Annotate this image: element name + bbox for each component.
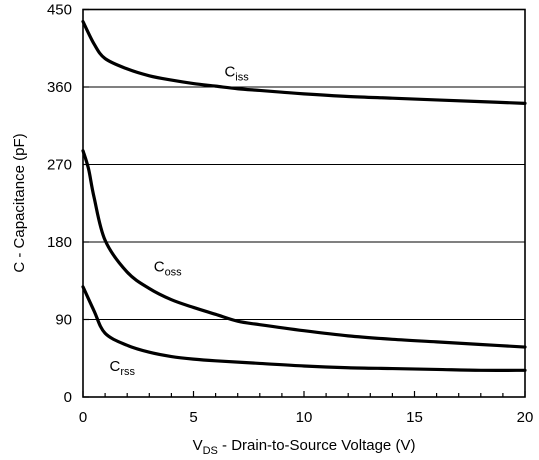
y-tick-label: 180 — [47, 234, 72, 251]
x-tick-label: 10 — [296, 409, 313, 426]
y-tick-label: 270 — [47, 157, 72, 174]
tick-marks — [82, 8, 526, 398]
series-label-ciss: Ciss — [224, 64, 249, 84]
x-axis-title: VDS - Drain-to-Source Voltage (V) — [193, 437, 416, 457]
plot-frame — [82, 8, 526, 398]
x-axis-title-sub: DS — [203, 445, 218, 457]
x-tick-label: 5 — [189, 409, 197, 426]
y-tick-label: 0 — [64, 389, 72, 406]
x-tick-label: 0 — [79, 409, 87, 426]
series-line-crss — [81, 285, 527, 372]
x-tick-label: 20 — [517, 409, 534, 426]
series-layer — [81, 19, 527, 372]
tick-labels: 0 90 180 270 360 450 0 5 10 15 20 — [47, 2, 533, 427]
series-labels: Ciss Coss Crss — [110, 64, 250, 378]
series-label-coss: Coss — [154, 258, 182, 278]
y-tick-label: 450 — [47, 2, 72, 19]
x-axis-title-main: V — [193, 437, 203, 454]
gridlines — [83, 86, 525, 320]
series-label-crss: Crss — [110, 358, 136, 378]
y-tick-label: 90 — [55, 312, 72, 329]
y-axis-title: C - Capacitance (pF) — [11, 133, 28, 272]
x-tick-label: 15 — [406, 409, 423, 426]
y-tick-label: 360 — [47, 79, 72, 96]
series-line-coss — [81, 149, 527, 349]
x-axis-title-rest: - Drain-to-Source Voltage (V) — [218, 437, 416, 454]
series-line-ciss — [81, 19, 527, 105]
